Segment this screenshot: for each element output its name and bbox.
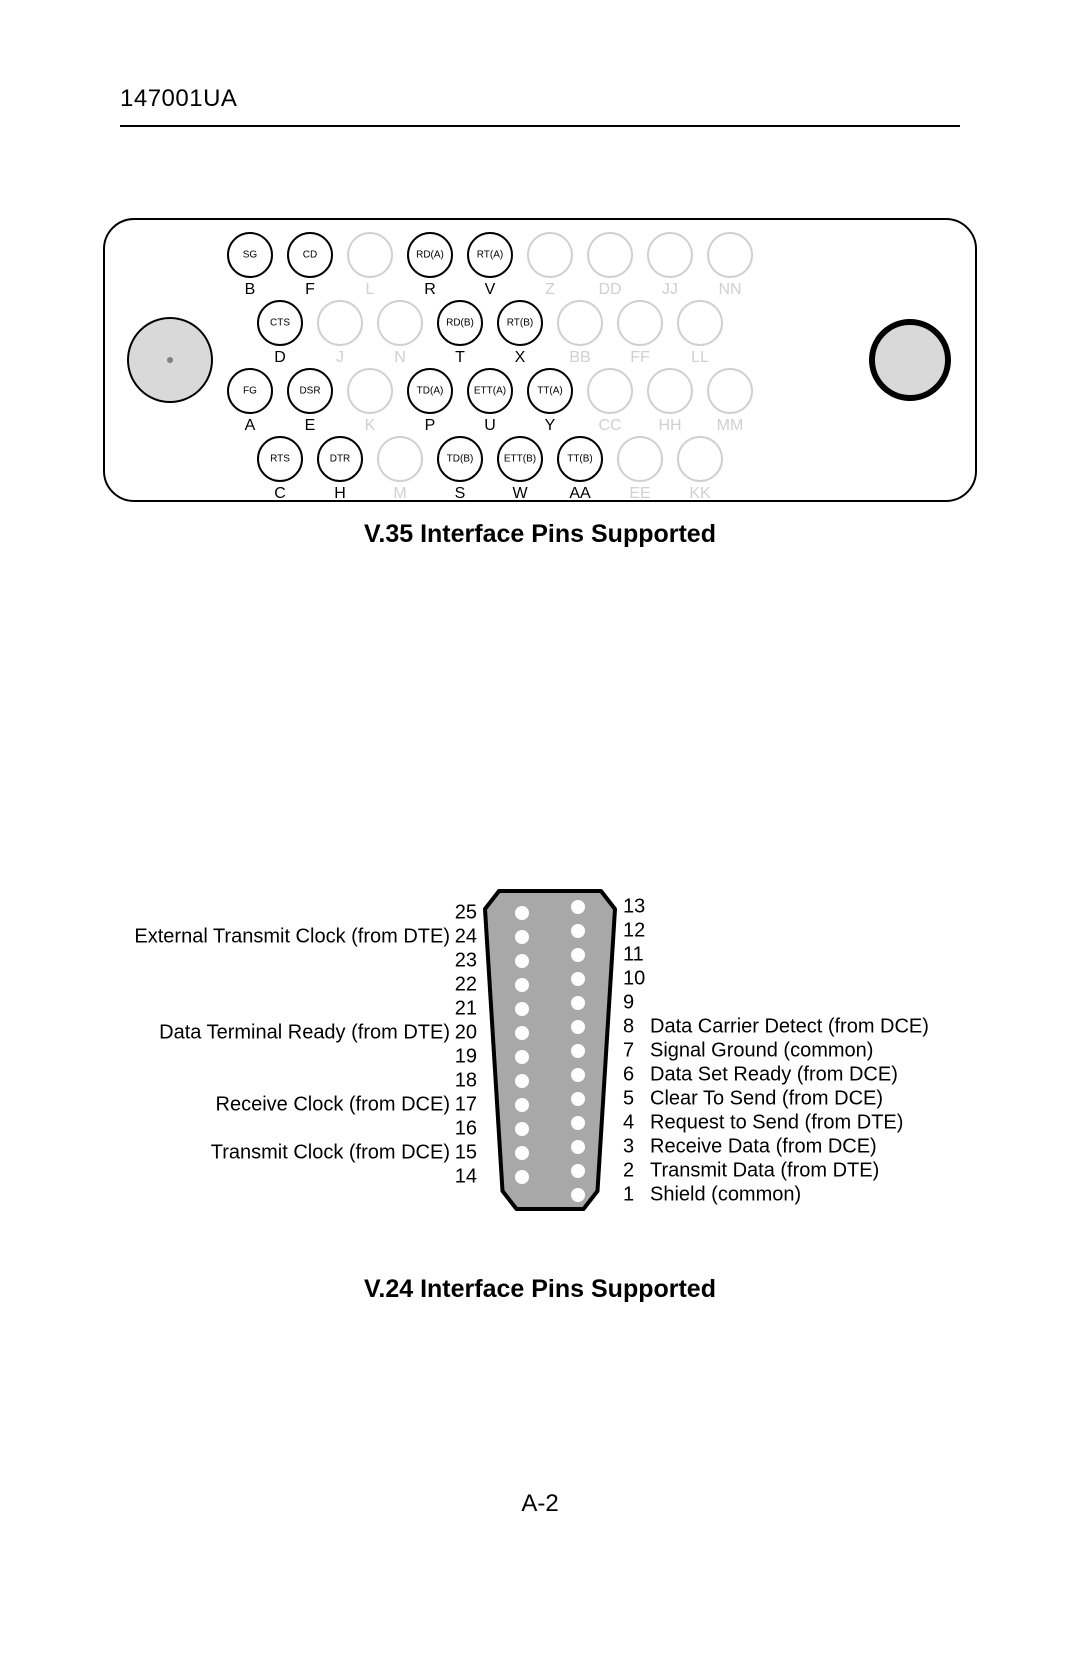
svg-text:Y: Y bbox=[545, 417, 556, 434]
svg-text:21: 21 bbox=[455, 997, 477, 1019]
svg-text:FG: FG bbox=[243, 386, 257, 397]
svg-text:P: P bbox=[425, 417, 436, 434]
svg-text:12: 12 bbox=[623, 919, 645, 941]
v35-connector-diagram: SG B CD F L RD(A) R RT(A) V Z DD JJ NN CTS D J N RD(B) T RT… bbox=[100, 215, 980, 505]
svg-text:J: J bbox=[336, 349, 344, 366]
svg-text:Clear To Send (from DCE): Clear To Send (from DCE) bbox=[650, 1087, 883, 1109]
svg-text:D: D bbox=[274, 349, 286, 366]
svg-text:C: C bbox=[274, 485, 286, 502]
svg-text:RTS: RTS bbox=[270, 454, 290, 465]
svg-text:Z: Z bbox=[545, 281, 555, 298]
svg-text:K: K bbox=[365, 417, 376, 434]
svg-text:DD: DD bbox=[598, 281, 621, 298]
doc-header-code: 147001UA bbox=[120, 85, 237, 113]
header-rule bbox=[120, 125, 960, 127]
svg-text:CC: CC bbox=[598, 417, 621, 434]
svg-text:B: B bbox=[245, 281, 256, 298]
svg-text:DSR: DSR bbox=[299, 386, 320, 397]
svg-text:24: 24 bbox=[455, 925, 477, 947]
svg-text:8: 8 bbox=[623, 1015, 634, 1037]
svg-text:19: 19 bbox=[455, 1045, 477, 1067]
svg-text:TT(A): TT(A) bbox=[537, 386, 563, 397]
svg-text:20: 20 bbox=[455, 1021, 477, 1043]
page-number: A-2 bbox=[0, 1490, 1080, 1518]
svg-text:Receive Clock (from DCE): Receive Clock (from DCE) bbox=[216, 1093, 450, 1115]
svg-text:S: S bbox=[455, 485, 466, 502]
svg-text:KK: KK bbox=[689, 485, 711, 502]
svg-text:15: 15 bbox=[455, 1141, 477, 1163]
svg-text:JJ: JJ bbox=[662, 281, 678, 298]
svg-text:2: 2 bbox=[623, 1159, 634, 1181]
svg-text:H: H bbox=[334, 485, 346, 502]
svg-text:W: W bbox=[512, 485, 528, 502]
svg-text:NN: NN bbox=[718, 281, 741, 298]
svg-text:N: N bbox=[394, 349, 406, 366]
svg-text:Shield (common): Shield (common) bbox=[650, 1183, 801, 1205]
svg-text:MM: MM bbox=[717, 417, 744, 434]
svg-text:Transmit Clock (from DCE): Transmit Clock (from DCE) bbox=[211, 1141, 450, 1163]
svg-text:FF: FF bbox=[630, 349, 650, 366]
svg-text:3: 3 bbox=[623, 1135, 634, 1157]
svg-text:CTS: CTS bbox=[270, 318, 290, 329]
svg-text:TD(B): TD(B) bbox=[447, 454, 474, 465]
svg-text:11: 11 bbox=[623, 943, 644, 965]
svg-text:ETT(A): ETT(A) bbox=[474, 386, 506, 397]
svg-text:AA: AA bbox=[569, 485, 591, 502]
svg-text:ETT(B): ETT(B) bbox=[504, 454, 536, 465]
svg-text:Receive Data (from DCE): Receive Data (from DCE) bbox=[650, 1135, 877, 1157]
svg-text:14: 14 bbox=[455, 1165, 477, 1187]
svg-text:Data Set Ready (from DCE): Data Set Ready (from DCE) bbox=[650, 1063, 898, 1085]
svg-text:18: 18 bbox=[455, 1069, 477, 1091]
svg-text:U: U bbox=[484, 417, 496, 434]
svg-text:22: 22 bbox=[455, 973, 477, 995]
svg-text:13: 13 bbox=[623, 895, 645, 917]
svg-text:23: 23 bbox=[455, 949, 477, 971]
svg-text:7: 7 bbox=[623, 1039, 634, 1061]
svg-text:17: 17 bbox=[455, 1093, 477, 1115]
svg-text:1: 1 bbox=[623, 1183, 634, 1205]
svg-text:RD(B): RD(B) bbox=[446, 318, 474, 329]
svg-text:16: 16 bbox=[455, 1117, 477, 1139]
svg-text:Transmit Data (from DTE): Transmit Data (from DTE) bbox=[650, 1159, 879, 1181]
svg-text:TT(B): TT(B) bbox=[567, 454, 593, 465]
svg-text:BB: BB bbox=[569, 349, 590, 366]
svg-text:A: A bbox=[245, 417, 256, 434]
svg-text:10: 10 bbox=[623, 967, 645, 989]
v35-caption: V.35 Interface Pins Supported bbox=[0, 520, 1080, 549]
svg-text:5: 5 bbox=[623, 1087, 634, 1109]
svg-text:Data Carrier Detect (from DCE): Data Carrier Detect (from DCE) bbox=[650, 1015, 929, 1037]
svg-text:25: 25 bbox=[455, 901, 477, 923]
svg-text:M: M bbox=[393, 485, 406, 502]
svg-text:Data Terminal Ready (from DTE): Data Terminal Ready (from DTE) bbox=[159, 1021, 450, 1043]
v24-connector-diagram: 2524External Transmit Clock (from DTE)23… bbox=[90, 885, 990, 1245]
svg-text:SG: SG bbox=[243, 250, 258, 261]
svg-text:V: V bbox=[485, 281, 496, 298]
svg-text:L: L bbox=[366, 281, 375, 298]
svg-text:RT(B): RT(B) bbox=[507, 318, 533, 329]
svg-text:T: T bbox=[455, 349, 465, 366]
svg-text:9: 9 bbox=[623, 991, 634, 1013]
svg-text:E: E bbox=[305, 417, 316, 434]
svg-text:Signal Ground (common): Signal Ground (common) bbox=[650, 1039, 873, 1061]
svg-text:External Transmit Clock (from: External Transmit Clock (from DTE) bbox=[134, 925, 450, 947]
svg-text:X: X bbox=[515, 349, 526, 366]
svg-text:6: 6 bbox=[623, 1063, 634, 1085]
v24-caption: V.24 Interface Pins Supported bbox=[0, 1275, 1080, 1304]
svg-text:HH: HH bbox=[658, 417, 681, 434]
svg-text:R: R bbox=[424, 281, 436, 298]
svg-text:F: F bbox=[305, 281, 315, 298]
svg-text:RD(A): RD(A) bbox=[416, 250, 444, 261]
svg-text:4: 4 bbox=[623, 1111, 634, 1133]
svg-text:RT(A): RT(A) bbox=[477, 250, 503, 261]
svg-text:DTR: DTR bbox=[330, 454, 351, 465]
svg-text:TD(A): TD(A) bbox=[417, 386, 444, 397]
svg-text:EE: EE bbox=[629, 485, 650, 502]
svg-text:CD: CD bbox=[303, 250, 317, 261]
svg-text:LL: LL bbox=[691, 349, 709, 366]
svg-text:Request to Send (from DTE): Request to Send (from DTE) bbox=[650, 1111, 903, 1133]
